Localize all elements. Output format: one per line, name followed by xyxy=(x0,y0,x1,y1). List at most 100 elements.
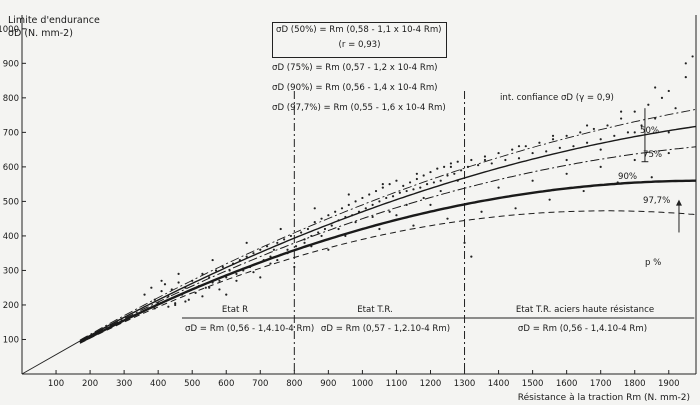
scatter-point xyxy=(667,131,670,134)
scatter-point xyxy=(599,165,602,168)
legend: σD (50%) = Rm (0,58 - 1,1 x 10-4 Rm) (r … xyxy=(272,22,447,118)
scatter-point xyxy=(388,210,391,213)
legend-label-50: σD (50%) = Rm (0,58 - 1,1 x 10-4 Rm) xyxy=(276,25,442,35)
scatter-point xyxy=(221,265,224,269)
region-name-haute-resistance: Etat T.R. aciers haute résistance xyxy=(515,305,655,315)
scatter-point xyxy=(354,221,357,224)
x-tick-label: 1200 xyxy=(420,379,442,389)
scatter-point xyxy=(381,186,384,189)
scatter-point xyxy=(633,158,636,162)
scatter-point xyxy=(449,162,453,165)
y-tick-label: 800 xyxy=(3,94,19,104)
scatter-point xyxy=(497,151,500,155)
scatter-point xyxy=(480,210,483,213)
scatter-point xyxy=(320,234,323,238)
scatter-point xyxy=(252,252,255,255)
scatter-point xyxy=(585,124,589,127)
scatter-point xyxy=(439,189,442,193)
scatter-point xyxy=(650,176,653,179)
y-axis-label-line1: Limite d'endurance xyxy=(8,15,100,26)
scatter-point xyxy=(265,245,269,248)
scatter-point xyxy=(208,286,211,289)
p-annotation: p % xyxy=(645,258,662,268)
scatter-point xyxy=(511,148,514,151)
scatter-point xyxy=(538,141,541,144)
scatter-point xyxy=(371,203,374,206)
legend-item-90: σD (90%) = Rm (0,56 - 1,4 x 10-4 Rm) xyxy=(272,83,438,93)
scatter-point xyxy=(422,174,425,177)
x-tick-label: 1100 xyxy=(386,379,408,389)
scatter-point xyxy=(174,303,177,307)
x-tick-label: 1400 xyxy=(488,379,510,389)
scatter-point xyxy=(470,158,473,162)
scatter-point xyxy=(214,269,218,272)
confidence-annotation: int. confiance σD (γ = 0,9) xyxy=(500,93,614,103)
scatter-point xyxy=(545,150,548,153)
series-line-977 xyxy=(79,210,697,344)
scatter-point xyxy=(402,184,405,187)
x-tick-label: 1800 xyxy=(624,379,646,389)
scatter-point xyxy=(294,245,298,248)
scatter-point xyxy=(378,227,381,231)
y-tick-label: 900 xyxy=(3,59,19,69)
scatter-point xyxy=(477,164,480,167)
scatter-point xyxy=(361,196,364,200)
scatter-point xyxy=(286,248,289,251)
scatter-point xyxy=(626,131,630,134)
origin-trend-line xyxy=(21,340,81,375)
scatter-point xyxy=(391,195,395,198)
scatter-point xyxy=(412,224,415,227)
x-tick-label: 900 xyxy=(320,379,336,389)
y-tick-label: 100 xyxy=(3,335,19,345)
x-tick-label: 700 xyxy=(252,379,268,389)
scatter-point xyxy=(443,165,446,168)
x-tick-label: 1300 xyxy=(454,379,476,389)
scatter-point xyxy=(531,151,534,155)
x-tick-label: 800 xyxy=(286,379,302,389)
scatter-point xyxy=(201,272,204,275)
y-axis-label: Limite d'endurance σD (N. mm-2) xyxy=(8,14,100,40)
scatter-point xyxy=(425,183,429,186)
scatter-point xyxy=(633,110,636,113)
scatter-point xyxy=(654,117,657,120)
scatter-point xyxy=(551,134,555,137)
scatter-point xyxy=(456,160,459,163)
scatter-point xyxy=(405,189,408,193)
scatter-point xyxy=(654,86,657,89)
scatter-point xyxy=(497,186,500,189)
scatter-point xyxy=(201,295,204,298)
scatter-point xyxy=(245,241,248,244)
scatter-point xyxy=(660,96,664,99)
scatter-point xyxy=(218,288,221,291)
scatter-point xyxy=(303,241,306,244)
scatter-point xyxy=(184,300,187,303)
scatter-point xyxy=(640,124,643,127)
scatter-point xyxy=(252,271,255,274)
series-label-90: 90% xyxy=(618,172,638,182)
x-tick-label: 100 xyxy=(48,379,64,389)
scatter-point xyxy=(531,179,534,182)
scatter-point xyxy=(276,258,279,262)
scatter-point xyxy=(245,255,248,258)
scatter-point xyxy=(160,290,163,293)
scatter-point xyxy=(579,131,582,134)
scatter-point xyxy=(368,193,371,196)
scatter-point xyxy=(524,145,527,148)
scatter-point xyxy=(395,214,398,217)
scatter-point xyxy=(327,214,330,217)
scatter-point xyxy=(633,131,636,134)
series-line-50 xyxy=(79,125,697,342)
x-tick-label: 1900 xyxy=(658,379,680,389)
legend-item-50: σD (50%) = Rm (0,58 - 1,1 x 10-4 Rm) (r … xyxy=(272,22,447,58)
series-label-50: 50% xyxy=(640,126,660,136)
scatter-point xyxy=(378,200,381,203)
scatter-point xyxy=(300,231,303,234)
region-name-etat-r: Etat R xyxy=(221,305,249,315)
scatter-point xyxy=(504,158,507,162)
scatter-point xyxy=(429,170,432,174)
scatter-point xyxy=(548,198,551,201)
scatter-point xyxy=(667,89,670,93)
scatter-point xyxy=(647,103,650,106)
scatter-point xyxy=(218,279,221,282)
